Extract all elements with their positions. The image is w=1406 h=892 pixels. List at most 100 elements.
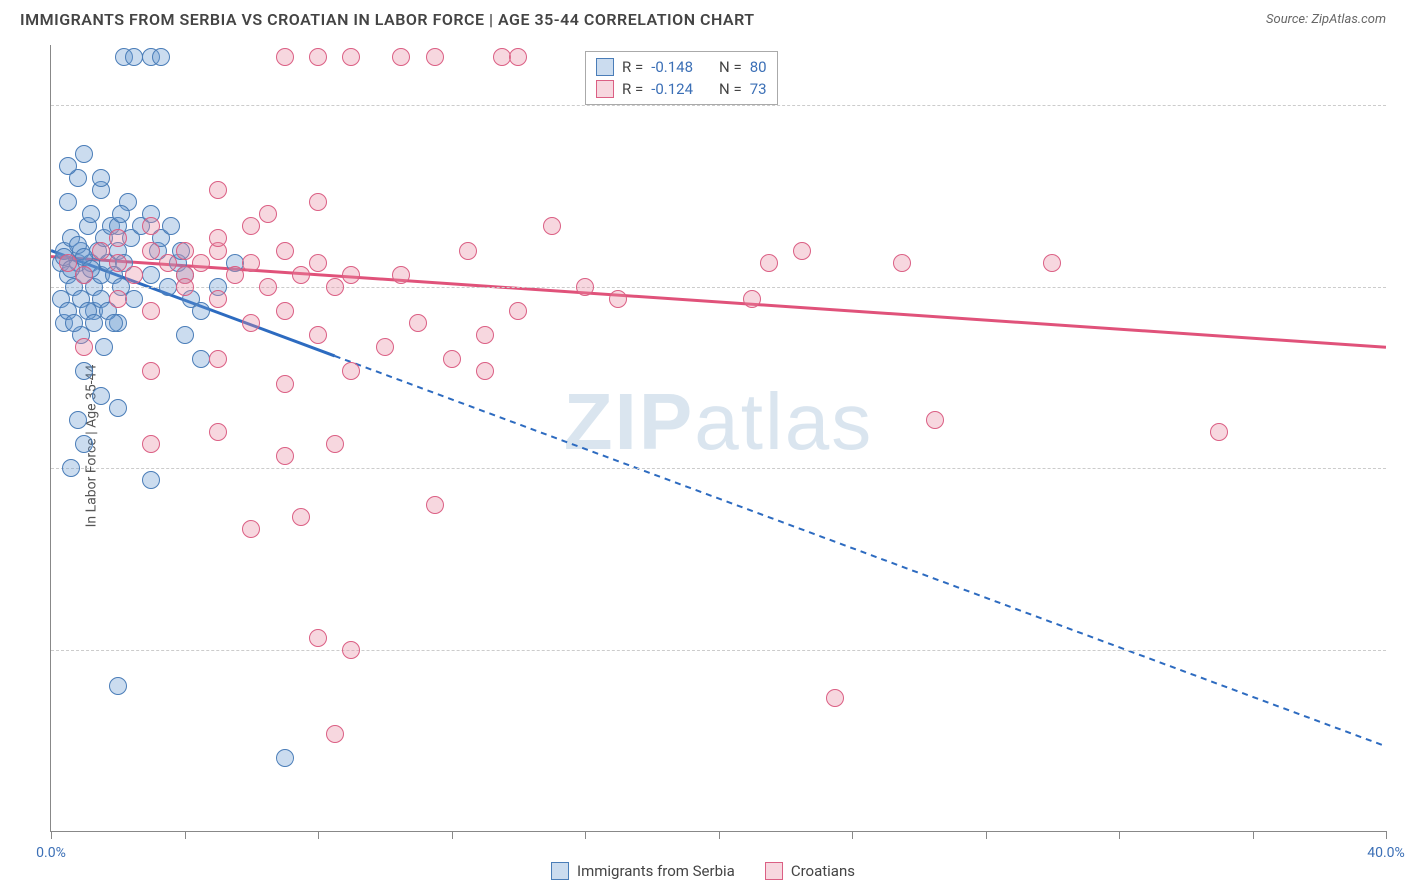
gridline-h xyxy=(51,287,1386,288)
legend-r-label: R = xyxy=(622,80,643,98)
scatter-point xyxy=(75,362,93,380)
scatter-point xyxy=(226,266,244,284)
x-tick-label: 0.0% xyxy=(36,845,66,861)
scatter-point xyxy=(543,217,561,235)
scatter-point xyxy=(109,254,127,272)
scatter-point xyxy=(309,254,327,272)
scatter-point xyxy=(342,641,360,659)
series-legend-item: Immigrants from Serbia xyxy=(551,862,735,880)
scatter-point xyxy=(609,290,627,308)
scatter-point xyxy=(276,302,294,320)
trend-lines-svg xyxy=(51,45,1386,831)
scatter-point xyxy=(426,48,444,66)
scatter-point xyxy=(292,266,310,284)
scatter-point xyxy=(242,217,260,235)
x-tick-label: 40.0% xyxy=(1367,845,1405,861)
scatter-point xyxy=(392,48,410,66)
correlation-legend: R =-0.148N =80R =-0.124N =73 xyxy=(585,51,778,105)
legend-n-value: 73 xyxy=(750,80,767,98)
scatter-point xyxy=(142,242,160,260)
legend-swatch xyxy=(765,862,783,880)
scatter-point xyxy=(259,205,277,223)
scatter-point xyxy=(509,302,527,320)
series-legend: Immigrants from Serbia Croatians xyxy=(551,862,855,880)
scatter-point xyxy=(826,689,844,707)
chart-title: IMMIGRANTS FROM SERBIA VS CROATIAN IN LA… xyxy=(20,10,755,29)
scatter-point xyxy=(309,48,327,66)
scatter-point xyxy=(476,362,494,380)
scatter-point xyxy=(105,314,123,332)
scatter-point xyxy=(92,242,110,260)
y-tick-label: 85.0% xyxy=(1396,279,1406,295)
legend-swatch xyxy=(596,80,614,98)
scatter-point xyxy=(276,242,294,260)
x-tick xyxy=(185,831,186,839)
scatter-point xyxy=(309,193,327,211)
legend-swatch xyxy=(596,58,614,76)
gridline-h xyxy=(51,105,1386,106)
scatter-point xyxy=(242,314,260,332)
scatter-point xyxy=(142,362,160,380)
x-tick xyxy=(1253,831,1254,839)
series-legend-label: Immigrants from Serbia xyxy=(577,862,735,880)
scatter-point xyxy=(342,362,360,380)
x-tick xyxy=(51,831,52,839)
scatter-point xyxy=(242,254,260,272)
legend-swatch xyxy=(551,862,569,880)
scatter-point xyxy=(209,181,227,199)
scatter-point xyxy=(75,266,93,284)
scatter-point xyxy=(242,520,260,538)
scatter-point xyxy=(192,350,210,368)
scatter-point xyxy=(152,48,170,66)
scatter-point xyxy=(342,48,360,66)
scatter-point xyxy=(95,338,113,356)
watermark-light: atlas xyxy=(694,377,873,466)
scatter-point xyxy=(276,375,294,393)
legend-n-label: N = xyxy=(719,58,742,76)
scatter-point xyxy=(109,677,127,695)
scatter-point xyxy=(276,447,294,465)
scatter-point xyxy=(576,278,594,296)
scatter-point xyxy=(1210,423,1228,441)
scatter-point xyxy=(192,254,210,272)
y-tick-label: 100.0% xyxy=(1396,97,1406,113)
scatter-point xyxy=(743,290,761,308)
scatter-point xyxy=(342,266,360,284)
correlation-legend-row: R =-0.124N =73 xyxy=(596,78,767,100)
scatter-point xyxy=(1043,254,1061,272)
scatter-point xyxy=(409,314,427,332)
scatter-point xyxy=(69,411,87,429)
scatter-point xyxy=(309,629,327,647)
scatter-point xyxy=(162,217,180,235)
x-tick xyxy=(318,831,319,839)
scatter-point xyxy=(309,326,327,344)
scatter-point xyxy=(292,508,310,526)
x-tick xyxy=(986,831,987,839)
legend-n-value: 80 xyxy=(750,58,767,76)
legend-r-value: -0.124 xyxy=(651,80,693,98)
scatter-point xyxy=(75,338,93,356)
series-legend-label: Croatians xyxy=(791,862,855,880)
scatter-point xyxy=(142,217,160,235)
y-tick-label: 70.0% xyxy=(1396,460,1406,476)
scatter-point xyxy=(109,229,127,247)
scatter-point xyxy=(209,423,227,441)
x-tick xyxy=(1119,831,1120,839)
scatter-point xyxy=(176,326,194,344)
scatter-point xyxy=(142,435,160,453)
x-tick xyxy=(585,831,586,839)
scatter-point xyxy=(509,48,527,66)
x-tick xyxy=(452,831,453,839)
scatter-point xyxy=(793,242,811,260)
source-credit: Source: ZipAtlas.com xyxy=(1266,12,1386,27)
scatter-point xyxy=(59,254,77,272)
scatter-point xyxy=(259,278,277,296)
scatter-point xyxy=(75,145,93,163)
scatter-point xyxy=(176,278,194,296)
scatter-point xyxy=(276,48,294,66)
scatter-point xyxy=(760,254,778,272)
scatter-point xyxy=(376,338,394,356)
scatter-point xyxy=(142,266,160,284)
chart-plot-area: ZIPatlas R =-0.148N =80R =-0.124N =73 55… xyxy=(50,45,1386,832)
source-label: Source: xyxy=(1266,12,1308,27)
